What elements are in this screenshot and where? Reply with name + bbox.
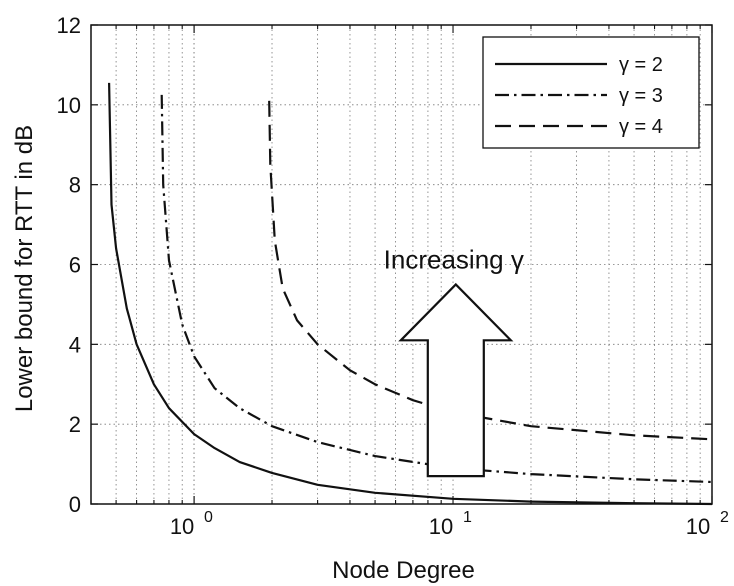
y-tick-label: 6 (69, 253, 81, 278)
y-tick-label: 12 (57, 13, 81, 38)
legend: γ = 2 γ = 3 γ = 4 (482, 36, 700, 149)
series-line-3 (268, 100, 713, 441)
y-tick-label: 8 (69, 173, 81, 198)
ticks (90, 24, 713, 505)
annotation-label: Increasing γ (384, 244, 524, 274)
x-tick-exponent: 0 (204, 509, 213, 526)
legend-label-2: γ = 3 (619, 85, 663, 107)
legend-box (482, 36, 700, 149)
y-axis-label: Lower bound for RTT in dB (11, 125, 38, 412)
y-tick-label: 0 (69, 492, 81, 517)
annotation: Increasing γ (384, 244, 524, 478)
x-tick-label: 10 (170, 514, 194, 539)
series-group (108, 82, 713, 506)
y-tick-label: 4 (69, 332, 81, 357)
x-tick-exponent: 1 (463, 509, 472, 526)
x-tick-label: 10 (686, 514, 710, 539)
series-line-1 (108, 82, 713, 506)
y-tick-label: 2 (69, 412, 81, 437)
legend-label-3: γ = 4 (619, 116, 663, 138)
x-axis-label: Node Degree (332, 557, 475, 584)
x-tick-exponent: 2 (720, 509, 729, 526)
legend-label-1: γ = 2 (619, 54, 663, 76)
x-tick-label: 10 (429, 514, 453, 539)
series-line-2 (160, 94, 713, 484)
increasing-arrow (398, 282, 514, 478)
tick-labels: 0 2 4 6 8 10 12 10 0 10 1 10 2 (57, 13, 729, 539)
y-tick-label: 10 (57, 93, 81, 118)
